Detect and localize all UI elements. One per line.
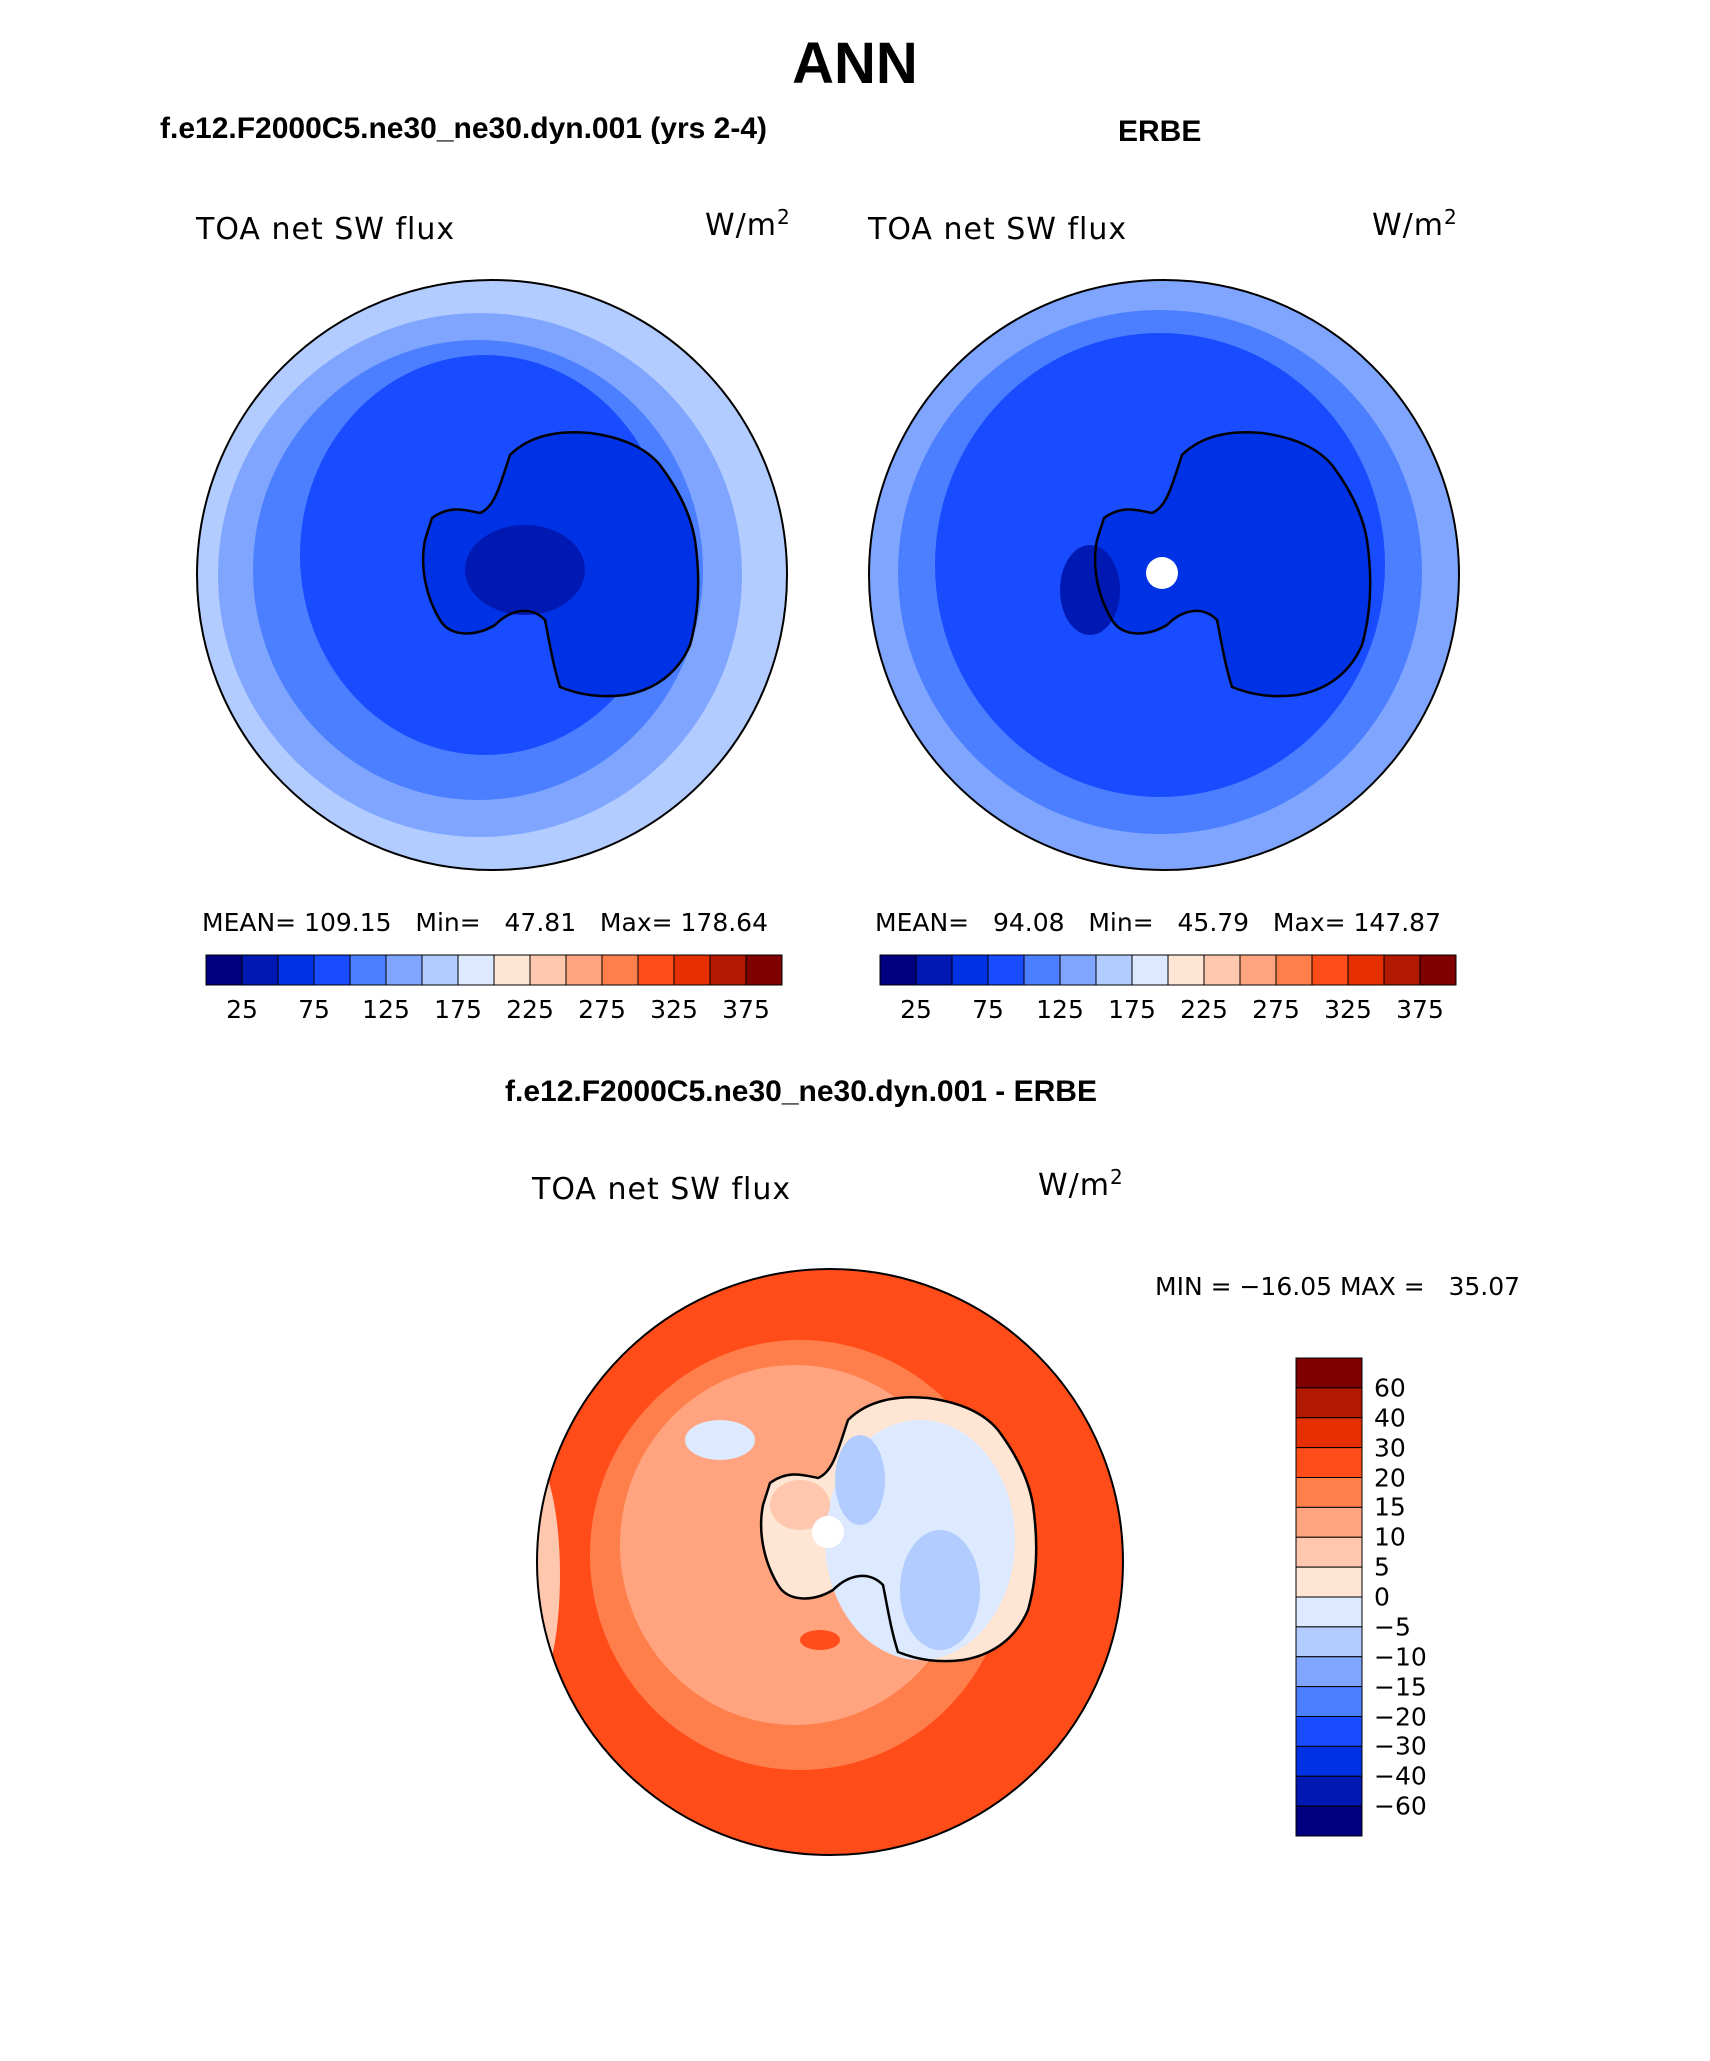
colorbar-swatch (1295, 1447, 1363, 1478)
difference-map (536, 1268, 1124, 1856)
colorbar-swatch (1295, 1716, 1363, 1747)
colorbar-swatch (1131, 954, 1169, 986)
panel-3-units: W/m2 (1038, 1165, 1124, 1203)
colorbar-swatch (349, 954, 387, 986)
colorbar-tick-label: 375 (722, 995, 770, 1024)
main-title: ANN (792, 31, 918, 96)
colorbar-swatch (1295, 1506, 1363, 1538)
colorbar-swatch (1419, 954, 1457, 986)
colorbar-swatch (879, 954, 917, 986)
panel-3-colorbar (1295, 1357, 1363, 1837)
colorbar-swatch (205, 954, 243, 986)
colorbar-tick-label: −60 (1374, 1791, 1427, 1821)
panel-3-title: f.e12.F2000C5.ne30_ne30.dyn.001 - ERBE (505, 1075, 1097, 1108)
colorbar-swatch (709, 954, 747, 986)
colorbar-tick-label: 60 (1374, 1373, 1406, 1403)
colorbar-swatch (1311, 954, 1349, 986)
panel-2-stats: MEAN= 94.08 Min= 45.79 Max= 147.87 (875, 908, 1441, 937)
panel-1-units: W/m2 (705, 205, 791, 243)
colorbar-tick-label: 40 (1374, 1403, 1406, 1433)
colorbar-swatch (313, 954, 351, 986)
colorbar-swatch (1295, 1596, 1363, 1628)
colorbar-swatch (951, 954, 989, 986)
colorbar-swatch (1059, 954, 1097, 986)
panel-2-colorbar (879, 954, 1457, 986)
colorbar-tick-label: 325 (1324, 995, 1372, 1024)
panel-2-units: W/m2 (1372, 205, 1458, 243)
colorbar-tick-label: −10 (1374, 1642, 1427, 1672)
colorbar-tick-label: 25 (900, 995, 932, 1024)
colorbar-swatch (1275, 954, 1313, 986)
colorbar-swatch (1295, 1417, 1363, 1449)
colorbar-swatch (1295, 1477, 1363, 1508)
colorbar-tick-label: 175 (434, 995, 482, 1024)
colorbar-tick-label: −5 (1374, 1612, 1411, 1642)
colorbar-tick-label: 20 (1374, 1463, 1406, 1492)
panel-3-variable: TOA net SW flux (532, 1172, 792, 1207)
colorbar-tick-label: 5 (1374, 1552, 1390, 1582)
colorbar-swatch (1203, 954, 1241, 986)
colorbar-swatch (601, 954, 639, 986)
panel-3-stats: MIN = −16.05 MAX = 35.07 (1155, 1272, 1521, 1301)
colorbar-tick-label: 0 (1374, 1582, 1390, 1612)
panel-1-title: f.e12.F2000C5.ne30_ne30.dyn.001 (yrs 2-4… (160, 112, 768, 145)
colorbar-swatch (1295, 1566, 1363, 1598)
colorbar-swatch (915, 954, 953, 986)
colorbar-swatch (1383, 954, 1421, 986)
panel-2-variable: TOA net SW flux (868, 212, 1128, 247)
colorbar-swatch (565, 954, 603, 986)
colorbar-swatch (1347, 954, 1385, 986)
colorbar-swatch (1295, 1387, 1363, 1419)
colorbar-swatch (673, 954, 711, 986)
colorbar-swatch (1295, 1626, 1363, 1658)
colorbar-tick-label: −20 (1374, 1702, 1427, 1731)
colorbar-swatch (385, 954, 423, 986)
colorbar-swatch (1295, 1686, 1363, 1717)
colorbar-swatch (493, 954, 531, 986)
colorbar-swatch (1239, 954, 1277, 986)
colorbar-tick-label: −30 (1374, 1731, 1427, 1761)
colorbar-tick-label: 225 (1180, 995, 1228, 1024)
panel-1-variable: TOA net SW flux (196, 212, 456, 247)
colorbar-swatch (745, 954, 783, 986)
colorbar-tick-label: 175 (1108, 995, 1156, 1024)
colorbar-swatch (1295, 1656, 1363, 1688)
colorbar-swatch (241, 954, 279, 986)
model-map (196, 279, 788, 871)
colorbar-tick-label: 25 (226, 995, 258, 1024)
colorbar-tick-label: 225 (506, 995, 554, 1024)
colorbar-swatch (1295, 1536, 1363, 1568)
colorbar-tick-label: 275 (1252, 995, 1300, 1024)
colorbar-tick-label: 75 (972, 995, 1004, 1024)
colorbar-tick-label: 125 (362, 995, 410, 1024)
colorbar-swatch (1295, 1775, 1363, 1807)
colorbar-swatch (637, 954, 675, 986)
colorbar-tick-label: 75 (298, 995, 330, 1024)
observation-map (868, 279, 1460, 871)
colorbar-swatch (421, 954, 459, 986)
colorbar-swatch (987, 954, 1025, 986)
colorbar-swatch (1095, 954, 1133, 986)
colorbar-swatch (1295, 1357, 1363, 1389)
colorbar-tick-label: −40 (1374, 1761, 1427, 1791)
colorbar-tick-label: −15 (1374, 1672, 1427, 1702)
colorbar-swatch (277, 954, 315, 986)
colorbar-swatch (1023, 954, 1061, 986)
colorbar-tick-label: 30 (1374, 1433, 1406, 1463)
panel-1-stats: MEAN= 109.15 Min= 47.81 Max= 178.64 (202, 908, 768, 937)
colorbar-tick-label: 325 (650, 995, 698, 1024)
colorbar-swatch (1167, 954, 1205, 986)
colorbar-tick-label: 15 (1374, 1492, 1406, 1522)
colorbar-swatch (457, 954, 495, 986)
colorbar-tick-label: 10 (1374, 1522, 1406, 1552)
colorbar-swatch (529, 954, 567, 986)
colorbar-tick-label: 375 (1396, 995, 1444, 1024)
panel-2-title: ERBE (1118, 115, 1202, 148)
colorbar-swatch (1295, 1805, 1363, 1837)
colorbar-swatch (1295, 1745, 1363, 1777)
colorbar-tick-label: 275 (578, 995, 626, 1024)
colorbar-tick-label: 125 (1036, 995, 1084, 1024)
panel-1-colorbar (205, 954, 783, 986)
